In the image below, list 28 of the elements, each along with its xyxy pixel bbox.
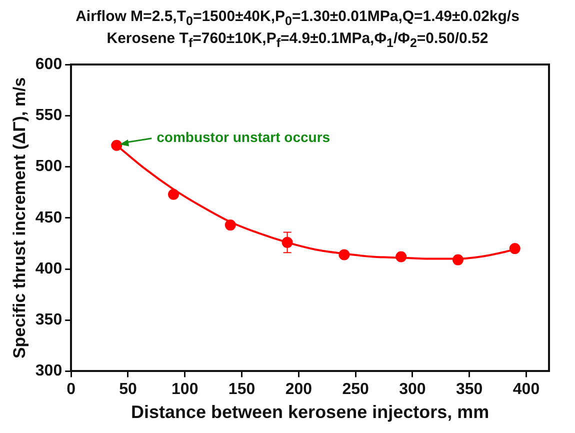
x-tick-label: 350 (456, 381, 483, 398)
point (168, 188, 180, 200)
x-tick-label: 100 (172, 381, 198, 398)
x-tick-label: 200 (285, 381, 312, 398)
x-tick-label: 300 (399, 381, 426, 398)
annotation: combustor unstart occurs (156, 129, 330, 146)
x-tick-label: 150 (228, 381, 256, 398)
x-tick-label: 400 (512, 381, 540, 398)
point (338, 249, 350, 260)
x-tick-label: 50 (119, 381, 137, 398)
point (224, 220, 236, 231)
x-tick-label: 0 (66, 381, 76, 398)
point (396, 251, 407, 262)
y-tick-label: 350 (35, 312, 62, 329)
y-tick-label: 450 (35, 209, 62, 226)
point (509, 243, 520, 254)
y-tick-label: 400 (35, 260, 62, 278)
text: Kerosene T$_{f}$=760±10K,P$_{f}$=4.9±0.1MPa,Φ$_{1}$/Φ$_{2}$=0.50/0.52 (106, 30, 488, 50)
point (111, 140, 122, 151)
y-axis-title: Specific thrust increment (ΔΓ), m/s (10, 77, 29, 359)
y-tick-label: 600 (35, 56, 62, 74)
x-axis-title: Distance between kerosene injectors, mm (130, 402, 490, 422)
chart-title: Airflow M=2.5,T$_{0}$=1500±40K,P$_{0}$=1.30±0.01MPa,Q=1.49±0.02kg/s (74, 8, 520, 30)
x-tick-label: 250 (342, 381, 370, 398)
y-tick-label: 300 (35, 362, 62, 380)
point (452, 254, 464, 266)
y-tick-label: 500 (35, 158, 62, 176)
y-tick-label: 550 (35, 107, 62, 124)
